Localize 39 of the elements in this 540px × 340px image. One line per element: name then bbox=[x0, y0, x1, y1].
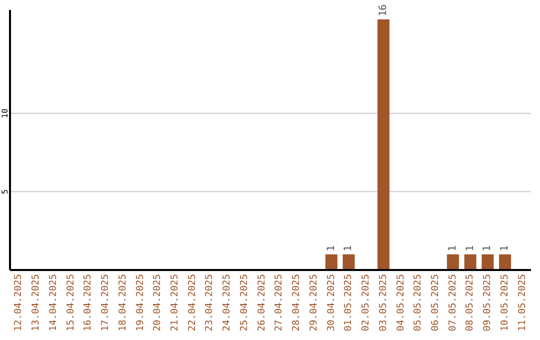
x-tick-label: 07.05.2025 bbox=[447, 274, 458, 332]
x-tick-label: 25.04.2025 bbox=[238, 274, 250, 332]
x-tick-label: 10.05.2025 bbox=[499, 274, 510, 332]
data-label: 1 bbox=[343, 245, 354, 252]
x-tick-label: 09.05.2025 bbox=[482, 274, 494, 332]
x-tick-label: 24.04.2025 bbox=[222, 274, 233, 332]
x-tick-label: 04.05.2025 bbox=[395, 274, 406, 332]
x-tick-label: 12.04.2025 bbox=[13, 274, 24, 332]
x-tick-label: 28.04.2025 bbox=[291, 274, 302, 332]
x-tick-label: 23.04.2025 bbox=[204, 274, 216, 332]
x-tick-label: 13.04.2025 bbox=[30, 274, 42, 332]
x-tick-label: 05.05.2025 bbox=[412, 274, 424, 332]
x-tick-label: 21.04.2025 bbox=[169, 274, 180, 332]
x-tick-label: 19.04.2025 bbox=[134, 274, 146, 332]
x-tick-label: 11.05.2025 bbox=[516, 274, 528, 332]
x-tick-label: 27.04.2025 bbox=[274, 274, 285, 332]
x-tick-label: 16.04.2025 bbox=[82, 274, 94, 332]
x-tick-label: 26.04.2025 bbox=[256, 274, 268, 332]
x-tick-label: 02.05.2025 bbox=[360, 274, 372, 332]
x-tick-label: 20.04.2025 bbox=[152, 274, 164, 332]
x-tick-label: 18.04.2025 bbox=[117, 274, 128, 332]
data-label: 1 bbox=[482, 245, 494, 252]
data-label: 1 bbox=[447, 245, 458, 252]
data-label: 16 bbox=[378, 4, 389, 16]
x-tick-label: 30.04.2025 bbox=[326, 274, 337, 332]
data-label: 1 bbox=[326, 245, 337, 252]
x-tick-label: 06.05.2025 bbox=[430, 274, 441, 332]
x-tick-label: 29.04.2025 bbox=[308, 274, 320, 332]
x-tick-label: 15.04.2025 bbox=[65, 274, 76, 332]
x-tick-label: 03.05.2025 bbox=[378, 274, 389, 332]
x-tick-label: 22.04.2025 bbox=[186, 274, 198, 332]
x-tick-label: 17.04.2025 bbox=[100, 274, 112, 332]
data-label: 1 bbox=[464, 245, 476, 252]
x-tick-label: 01.05.2025 bbox=[343, 274, 354, 332]
y-tick-label: 5 bbox=[0, 189, 10, 194]
x-tick-label: 08.05.2025 bbox=[464, 274, 476, 332]
x-tick-label: 14.04.2025 bbox=[48, 274, 59, 332]
data-label: 1 bbox=[500, 245, 511, 252]
y-tick-label: 10 bbox=[0, 108, 10, 118]
